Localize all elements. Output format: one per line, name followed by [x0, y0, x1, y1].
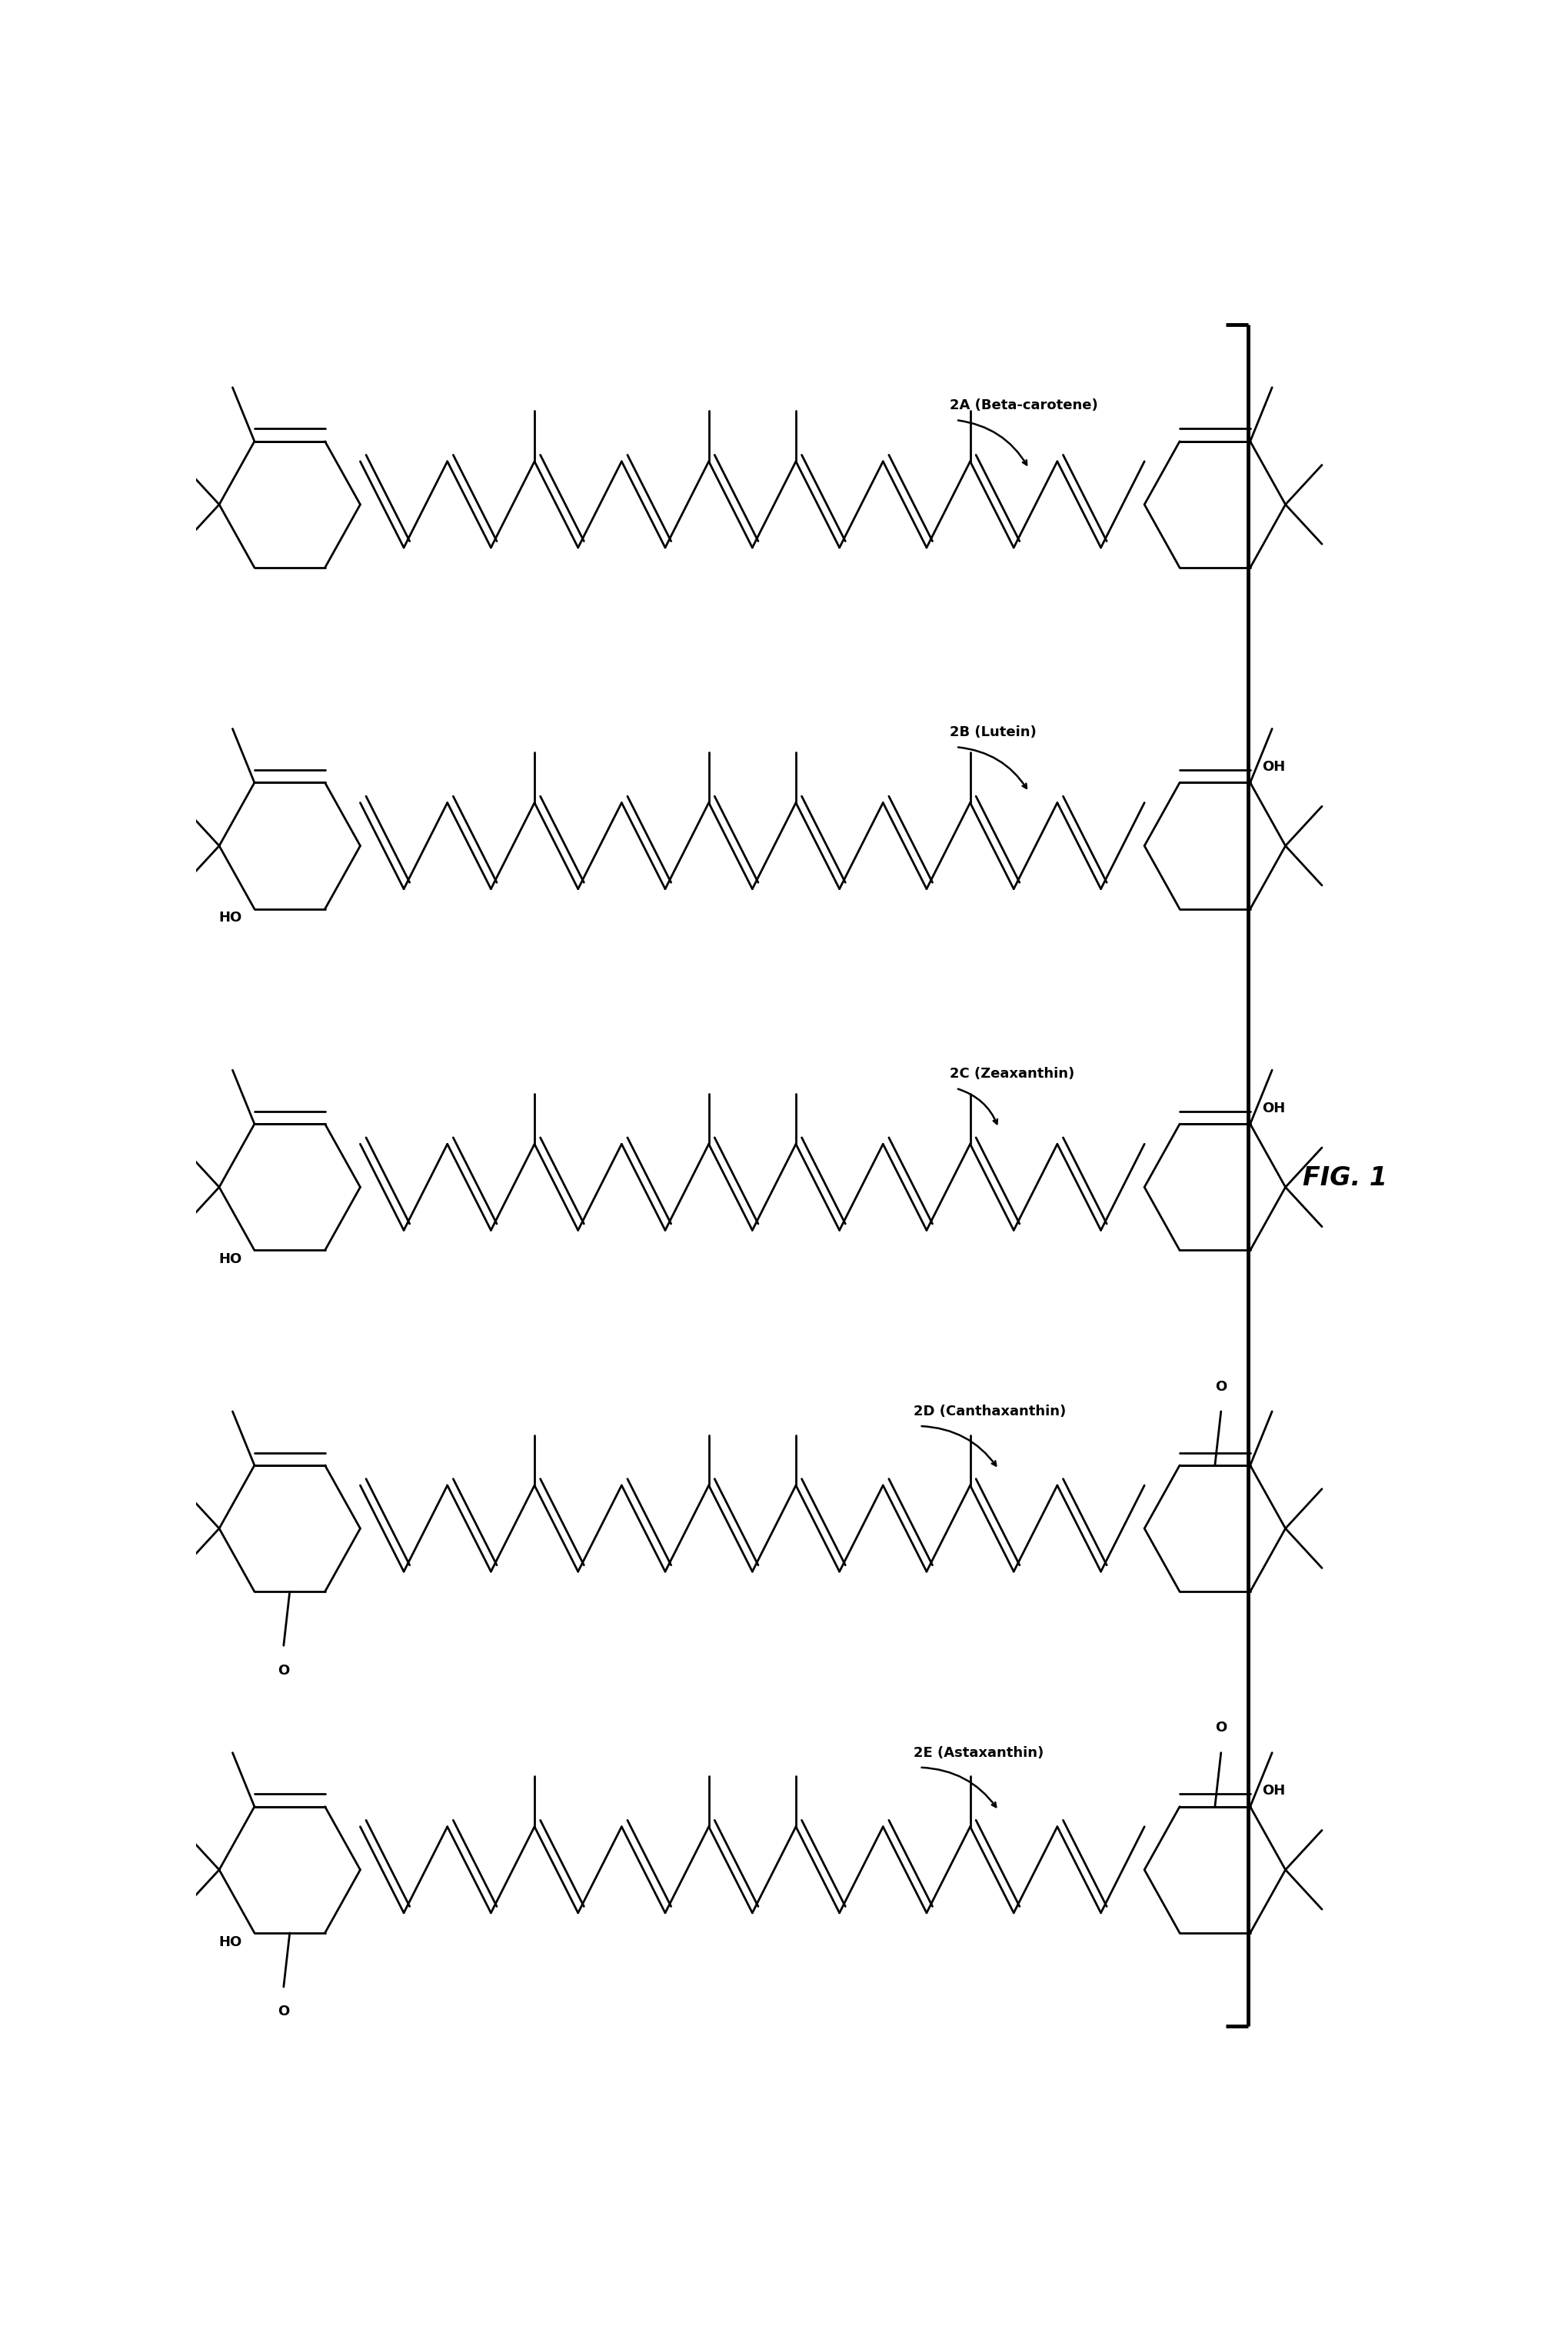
Text: O: O: [1215, 1722, 1226, 1736]
Text: HO: HO: [220, 912, 241, 924]
Text: HO: HO: [220, 1253, 241, 1267]
Text: OH: OH: [1262, 761, 1286, 775]
Text: 2A (Beta-carotene): 2A (Beta-carotene): [950, 399, 1098, 413]
Text: 2E (Astaxanthin): 2E (Astaxanthin): [913, 1745, 1043, 1759]
Text: O: O: [1215, 1379, 1226, 1393]
Text: 2B (Lutein): 2B (Lutein): [950, 726, 1036, 740]
Text: OH: OH: [1262, 1101, 1286, 1115]
Text: 2D (Canthaxanthin): 2D (Canthaxanthin): [913, 1404, 1065, 1418]
Text: 2C (Zeaxanthin): 2C (Zeaxanthin): [950, 1066, 1074, 1080]
Text: O: O: [278, 2004, 290, 2018]
Text: OH: OH: [1262, 1785, 1286, 1799]
Text: O: O: [278, 1663, 290, 1677]
Text: FIG. 1: FIG. 1: [1301, 1166, 1386, 1190]
Text: HO: HO: [220, 1934, 241, 1948]
